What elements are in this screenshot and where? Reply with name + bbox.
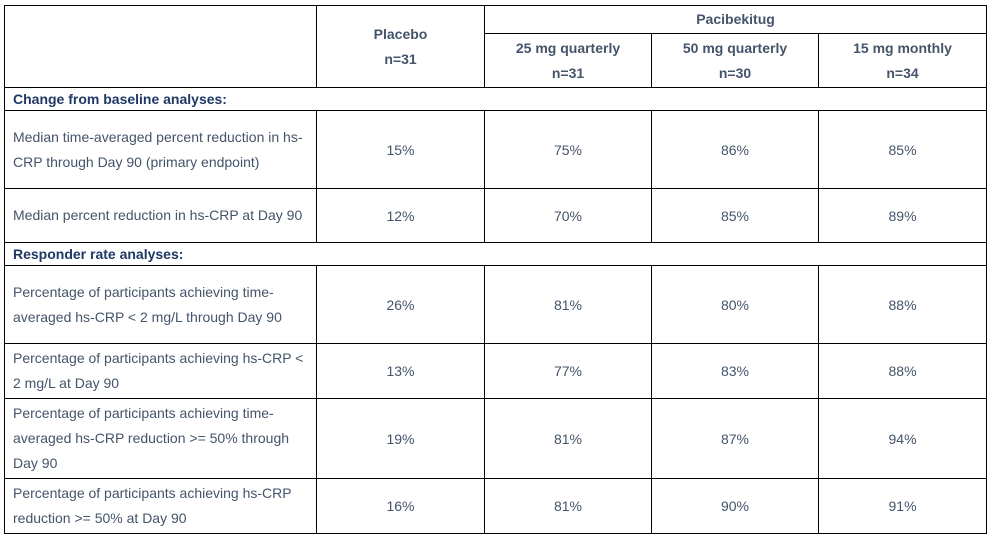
value-cell: 85% [651,188,819,243]
corner-cell [4,5,317,88]
section-header-responder-rate: Responder rate analyses: [3,242,988,266]
value-cell: 80% [651,265,819,344]
value-cell: 94% [817,398,988,479]
column-header-label: Placebo [373,25,428,42]
value-cell: 88% [817,265,988,344]
value-cell: 81% [484,265,652,344]
value-cell: 85% [817,110,988,189]
value-cell: 12% [316,188,485,243]
column-header-15mg-monthly: 15 mg monthly n=34 [817,33,988,88]
value-cell: 13% [316,343,485,399]
value-cell: 87% [651,398,819,479]
value-cell: 26% [316,265,485,344]
header-row-doses: 25 mg quarterly n=31 50 mg quarterly n=3… [5,33,988,88]
row-label: Percentage of participants achieving hs-… [4,343,317,399]
value-cell: 15% [316,110,485,189]
value-cell: 83% [651,343,819,399]
table-row: Percentage of participants achieving tim… [4,265,988,344]
column-header-label: 50 mg quarterly [682,39,788,56]
value-cell: 90% [651,478,819,534]
table-row: Percentage of participants achieving hs-… [4,478,988,534]
column-header-n: n=31 [384,50,417,67]
value-cell: 19% [316,398,485,479]
group-header-pacibekitug: Pacibekitug [483,5,988,34]
table-row: Median time-averaged percent reduction i… [4,110,988,189]
section-title: Responder rate analyses: [3,242,988,266]
row-label: Percentage of participants achieving hs-… [4,478,317,534]
section-header-change-from-baseline: Change from baseline analyses: [3,87,988,111]
section-title: Change from baseline analyses: [3,87,988,111]
row-label: Median percent reduction in hs-CRP at Da… [4,188,317,243]
value-cell: 81% [484,398,652,479]
column-header-25mg-quarterly: 25 mg quarterly n=31 [484,33,652,88]
column-header-n: n=31 [551,64,585,81]
value-cell: 88% [817,343,988,399]
column-header-n: n=30 [718,64,752,81]
column-header-label: 15 mg monthly [853,39,952,56]
value-cell: 77% [484,343,652,399]
table-row: Percentage of participants achieving hs-… [4,343,988,399]
row-label: Median time-averaged percent reduction i… [4,110,317,189]
value-cell: 70% [484,188,652,243]
value-cell: 89% [817,188,988,243]
table-row: Percentage of participants achieving tim… [4,398,988,479]
document-page: Placebo n=31 Pacibekitug 25 mg quarterly… [3,5,988,534]
table-row: Median percent reduction in hs-CRP at Da… [4,188,988,243]
column-header-n: n=34 [886,64,919,81]
row-label: Percentage of participants achieving tim… [4,265,317,344]
column-header-label: 25 mg quarterly [515,39,621,56]
column-header-placebo: Placebo n=31 [316,5,485,88]
results-table: Placebo n=31 Pacibekitug 25 mg quarterly… [3,5,988,534]
value-cell: 16% [316,478,485,534]
value-cell: 91% [817,478,988,534]
row-label: Percentage of participants achieving tim… [4,398,317,479]
header-row-group: Placebo n=31 Pacibekitug [4,5,988,88]
column-header-50mg-quarterly: 50 mg quarterly n=30 [651,33,819,88]
value-cell: 81% [484,478,652,534]
value-cell: 86% [651,110,819,189]
value-cell: 75% [484,110,652,189]
